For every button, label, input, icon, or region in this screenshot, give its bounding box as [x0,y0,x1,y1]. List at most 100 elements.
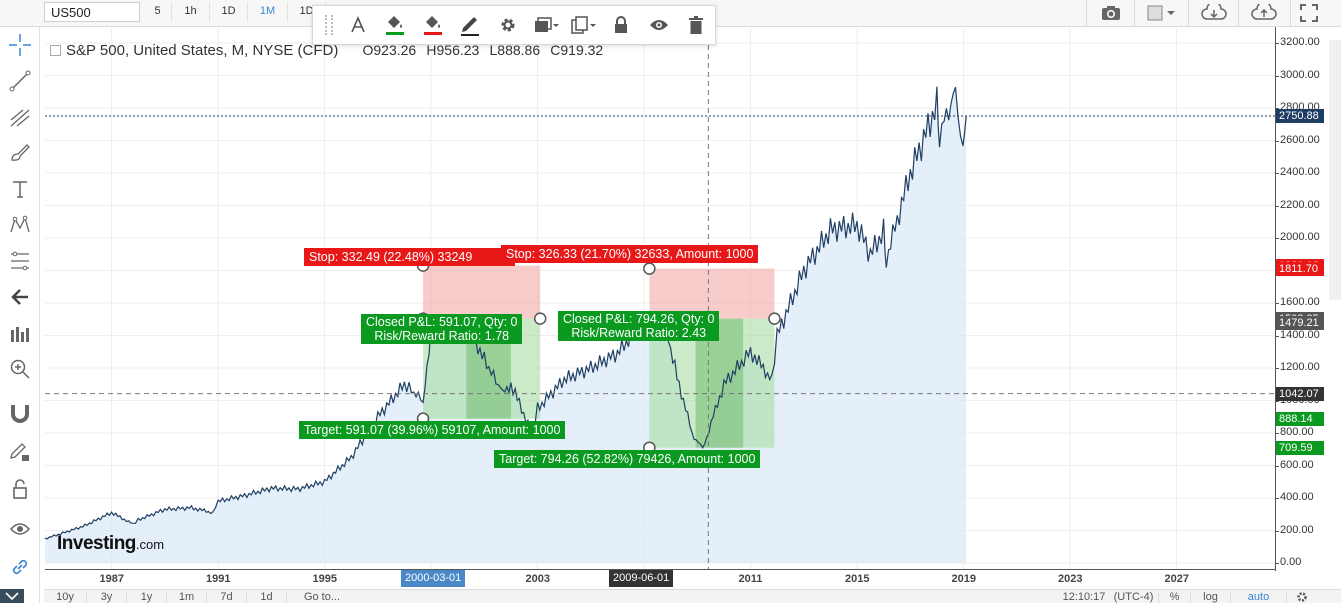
price-axis-tick [1276,303,1279,304]
text-style-button[interactable] [339,6,377,44]
price-tag: 2750.88 [1276,108,1324,123]
pane-legend: S&P 500, United States, M, NYSE (CFD) O9… [50,42,603,59]
position1-pnl-box: Closed P&L: 591.07, Qty: 0 Risk/Reward R… [361,314,523,344]
clock-time: 12:10:17 [1062,591,1106,603]
magnet-tool[interactable] [0,395,40,431]
price-axis-tick [1276,238,1279,239]
range-1y[interactable]: 1y [127,591,167,603]
collapse-checkbox[interactable] [50,45,61,56]
timeframe-5[interactable]: 5 [144,2,172,22]
position-boxes [423,265,775,448]
forecast-icon [11,327,29,342]
stay-in-drawing-tool[interactable] [0,433,40,469]
range-3y[interactable]: 3y [87,591,127,603]
save-cloud-button[interactable] [1238,0,1288,26]
magnet-icon [11,405,29,423]
settings-button[interactable] [489,6,527,44]
price-axis-label: 1400.00 [1280,328,1320,341]
position1-target-label: Target: 591.07 (39.96%) 59107, Amount: 1… [299,421,566,439]
auto-scale-toggle[interactable]: auto [1231,591,1287,603]
price-axis-label: 2400.00 [1280,166,1320,178]
range-1d[interactable]: 1d [247,591,287,603]
price-tag: 709.59 [1276,440,1324,455]
range-1m[interactable]: 1m [167,591,207,603]
letter-a-icon [350,16,365,33]
price-axis-label: 1600.00 [1280,296,1320,308]
back-button[interactable] [0,279,40,315]
copy-icon [571,16,597,34]
delete-button[interactable] [677,6,715,44]
lock-button[interactable] [602,6,640,44]
price-axis-label: 2600.00 [1280,133,1320,146]
square-style-icon [1147,5,1175,21]
fib-tool[interactable] [0,243,40,279]
trash-icon [689,16,704,34]
chart-style-dropdown[interactable] [1134,0,1186,26]
symbol-input[interactable]: US500 [44,2,140,22]
timezone-button[interactable]: (UTC-4) [1109,591,1159,603]
price-axis-label: 2000.00 [1280,231,1320,243]
ohlc-open: O923.26 [362,42,417,58]
lock-drawings-tool[interactable] [0,471,40,507]
visual-order-button[interactable] [527,6,565,44]
camera-icon [1101,6,1120,20]
price-axis-label: 3000.00 [1280,68,1320,81]
ohlc-close: C919.32 [550,42,604,58]
hide-drawings-tool[interactable] [0,511,40,547]
percent-toggle[interactable]: % [1159,591,1191,603]
unlock-icon [13,479,27,499]
price-axis-tick [1276,368,1279,369]
log-toggle[interactable]: log [1191,591,1231,603]
drawing-properties-toolbar [312,5,716,45]
time-axis-label: 1987 [99,573,125,585]
price-axis-tick [1276,498,1279,499]
load-cloud-button[interactable] [1188,0,1238,26]
price-tag: 888.14 [1276,411,1324,426]
timeframe-1h[interactable]: 1h [172,2,210,22]
crosshair-tool[interactable] [0,27,40,63]
fullscreen-icon [1299,4,1318,22]
collapse-sidebar-button[interactable] [0,589,24,603]
measure-tool[interactable] [0,315,40,351]
hide-button[interactable] [640,6,678,44]
time-tag-crosshair: 2009-06-01 [609,570,674,587]
goto-date-button[interactable]: Go to... [303,591,341,603]
price-axis-label: 3200.00 [1280,36,1320,48]
pencil-icon [461,17,480,36]
zoom-tool[interactable] [0,351,40,387]
price-axis-tick [1276,205,1279,207]
text-tool[interactable] [0,171,40,207]
fill-color-button[interactable] [376,6,414,44]
lock-icon [614,16,627,33]
pattern-tool[interactable] [0,207,40,243]
position2-handle [643,262,656,275]
fullscreen-button[interactable] [1290,0,1326,26]
trend-line-tool[interactable] [0,63,40,99]
sync-drawings-tool[interactable] [0,549,40,585]
price-axis-tick [1276,140,1279,142]
timeframe-1d[interactable]: 1D [210,2,248,22]
brush-tool[interactable] [0,135,40,171]
line-color-button[interactable] [452,6,490,44]
time-tag-start: 2000-03-01 [401,570,466,587]
position2-pnl-box: Closed P&L: 794.26, Qty: 0 Risk/Reward R… [558,311,720,341]
screenshot-button[interactable] [1086,0,1134,26]
position1-pnl-label: Closed P&L: 591.07, Qty: 0 [366,315,518,329]
position2-rr-label: Risk/Reward Ratio: 2.43 [571,326,707,340]
price-scrollbar[interactable] [1329,40,1341,300]
price-axis-tick [1276,530,1279,532]
price-axis-label: 800.00 [1280,426,1314,438]
chart-settings-button[interactable] [1287,591,1317,603]
timeframe-1m[interactable]: 1M [248,2,288,22]
range-7d[interactable]: 7d [207,591,247,603]
pitchfork-icon [10,109,30,127]
range-10y[interactable]: 10y [44,591,87,603]
pitchfork-tool[interactable] [0,99,40,135]
price-tag: 1811.70 [1276,261,1324,276]
clone-button[interactable] [565,6,603,44]
fill-color-2-button[interactable] [414,6,452,44]
toolbar-drag-handle[interactable] [325,15,333,35]
price-axis-tick [1276,108,1279,109]
price-axis-label: 1200.00 [1280,361,1320,373]
